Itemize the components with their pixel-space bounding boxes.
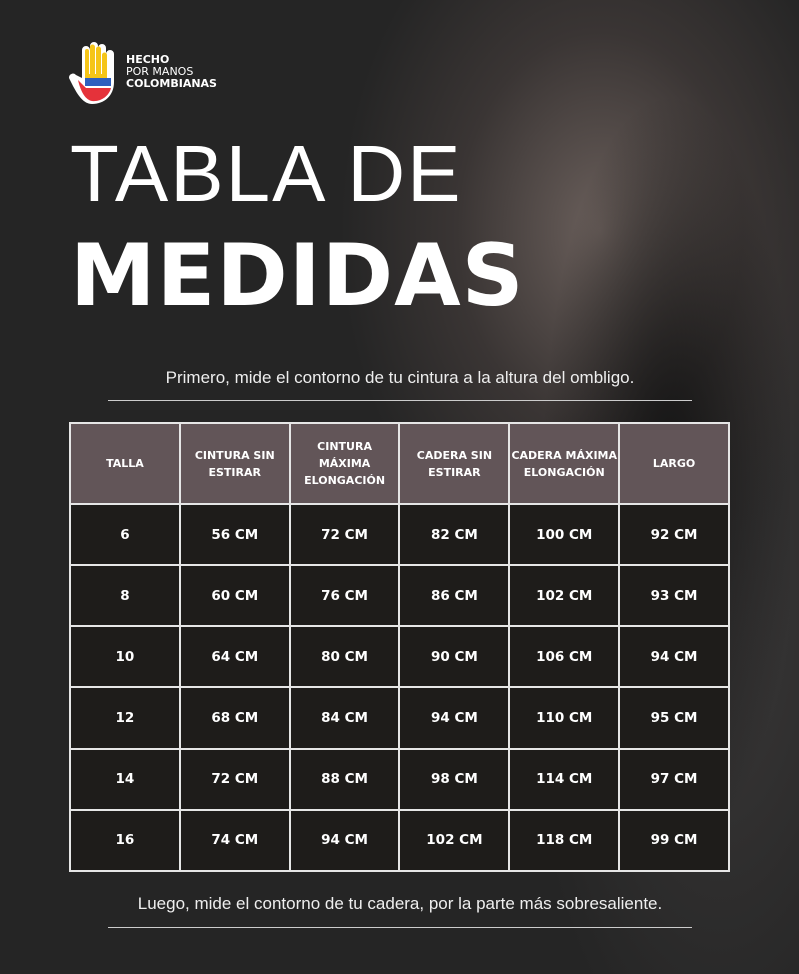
table-cell: 6 [69, 502, 181, 567]
table-cell: 102 CM [398, 808, 511, 873]
table-cell: 110 CM [508, 686, 621, 750]
table-cell: 106 CM [508, 625, 621, 689]
table-cell: 10 [69, 625, 181, 689]
table-cell: 56 CM [178, 502, 291, 567]
divider [108, 927, 692, 928]
table-cell: 12 [69, 686, 181, 750]
table-row: 16 74 CM 94 CM 102 CM 118 CM 99 CM [69, 808, 730, 873]
hand-flag-icon [68, 42, 114, 104]
table-cell: 98 CM [398, 747, 511, 811]
table-row: 10 64 CM 80 CM 90 CM 106 CM 94 CM [69, 625, 730, 689]
title-line1: TABLA DE [70, 129, 463, 218]
column-header: TALLA [69, 422, 181, 505]
column-header: CINTURA MÁXIMA ELONGACIÓN [288, 422, 401, 505]
table-cell: 88 CM [288, 747, 401, 811]
note-bottom: Luego, mide el contorno de tu cadera, po… [137, 894, 663, 913]
column-header: CADERA SIN ESTIRAR [398, 422, 511, 505]
table-cell: 90 CM [398, 625, 511, 689]
table-cell: 84 CM [288, 686, 401, 750]
table-cell: 14 [69, 747, 181, 811]
table-cell: 72 CM [288, 502, 401, 567]
table-row: 12 68 CM 84 CM 94 CM 110 CM 95 CM [69, 686, 730, 750]
column-header: LARGO [618, 422, 730, 505]
table-cell: 72 CM [178, 747, 291, 811]
table-cell: 16 [69, 808, 181, 873]
table-cell: 95 CM [618, 686, 730, 750]
logo: HECHO POR MANOS COLOMBIANAS [68, 38, 217, 106]
column-header: CINTURA SIN ESTIRAR [178, 422, 291, 505]
size-table: TALLA CINTURA SIN ESTIRAR CINTURA MÁXIMA E… [69, 422, 730, 873]
title-line2: MEDIDAS [70, 226, 525, 326]
table-cell: 76 CM [288, 564, 401, 628]
divider [108, 400, 692, 401]
table-cell: 74 CM [178, 808, 291, 873]
table-cell: 60 CM [178, 564, 291, 628]
table-cell: 94 CM [398, 686, 511, 750]
table-cell: 99 CM [618, 808, 730, 873]
logo-line3: COLOMBIANAS [126, 77, 217, 90]
table-cell: 118 CM [508, 808, 621, 873]
table-cell: 93 CM [618, 564, 730, 628]
table-cell: 92 CM [618, 502, 730, 567]
table-cell: 102 CM [508, 564, 621, 628]
table-cell: 8 [69, 564, 181, 628]
table-row: 6 56 CM 72 CM 82 CM 100 CM 92 CM [69, 502, 730, 567]
table-cell: 82 CM [398, 502, 511, 567]
table-row: 14 72 CM 88 CM 98 CM 114 CM 97 CM [69, 747, 730, 811]
table-cell: 94 CM [288, 808, 401, 873]
table-cell: 114 CM [508, 747, 621, 811]
column-header: CADERA MÁXIMA ELONGACIÓN [508, 422, 621, 505]
table-cell: 64 CM [178, 625, 291, 689]
logo-line2: POR MANOS [126, 65, 194, 78]
table-cell: 80 CM [288, 625, 401, 689]
table-row: 8 60 CM 76 CM 86 CM 102 CM 93 CM [69, 564, 730, 628]
table-cell: 86 CM [398, 564, 511, 628]
logo-line1: HECHO [126, 53, 170, 66]
table-cell: 100 CM [508, 502, 621, 567]
table-cell: 97 CM [618, 747, 730, 811]
note-top: Primero, mide el contorno de tu cintura … [165, 368, 635, 387]
table-cell: 68 CM [178, 686, 291, 750]
table-cell: 94 CM [618, 625, 730, 689]
